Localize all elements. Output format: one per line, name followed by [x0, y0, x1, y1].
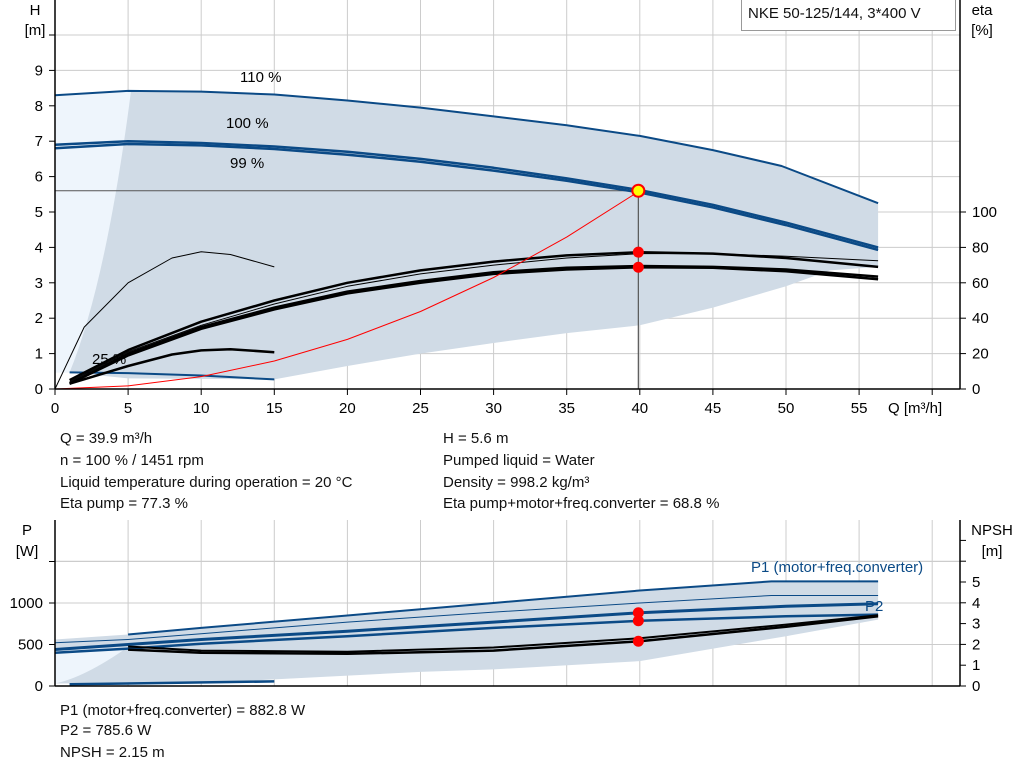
- q-axis-title: Q [m³/h]: [888, 400, 942, 417]
- h-tick-label: 4: [35, 239, 43, 256]
- q-tick-label: 0: [51, 400, 59, 417]
- h-axis-unit: [m]: [25, 22, 46, 39]
- eta-tick-label: 20: [972, 346, 989, 363]
- info-h: H = 5.6 m: [443, 430, 509, 447]
- h-tick-label: 1: [35, 346, 43, 363]
- bottom-series-npsh-5: [128, 614, 879, 653]
- top-series-H-1: [54, 139, 879, 249]
- p-tick-label: 1000: [10, 595, 43, 612]
- label-p2: P2: [865, 598, 883, 615]
- top-series-eta-8: [54, 251, 275, 390]
- npsh-tick-label: 0: [972, 678, 980, 695]
- eta-tick-label: 60: [972, 275, 989, 292]
- p-tick-label: 500: [18, 637, 43, 654]
- q-tick-label: 55: [851, 400, 868, 417]
- q-tick-label: 5: [124, 400, 132, 417]
- label-110: 110 %: [240, 69, 281, 86]
- info-q: Q = 39.9 m³/h: [60, 430, 153, 447]
- operating-range-light: [55, 90, 132, 373]
- p-tick-label: 0: [35, 678, 43, 695]
- npsh-tick-label: 2: [972, 636, 980, 653]
- npsh-tick-label: 1: [972, 657, 980, 674]
- h-tick-label: 9: [35, 62, 43, 79]
- info-speed: n = 100 % / 1451 rpm: [60, 452, 204, 469]
- top-series-H-3: [69, 371, 275, 381]
- h-tick-label: 7: [35, 133, 43, 150]
- bottom-series-npsh-4: [128, 615, 879, 656]
- eta-tick-label: 0: [972, 381, 980, 398]
- q-tick-label: 25: [412, 400, 429, 417]
- power-operating-range: [55, 581, 879, 684]
- bottom-series-P-2: [54, 602, 879, 651]
- p-axis-title: P: [22, 522, 32, 539]
- label-p1: P1 (motor+freq.converter): [751, 559, 923, 576]
- info-liquid: Pumped liquid = Water: [443, 452, 595, 469]
- top-series-H-2: [54, 142, 879, 252]
- power-range-light: [55, 646, 129, 684]
- h-tick-label: 8: [35, 98, 43, 115]
- npsh-tick-label: 5: [972, 574, 980, 591]
- info-eta-pump: Eta pump = 77.3 %: [60, 495, 188, 512]
- top-series-eta-7: [69, 264, 879, 385]
- npsh-tick-label: 4: [972, 595, 980, 612]
- top-series-eta-9: [69, 347, 275, 385]
- info-p2: P2 = 785.6 W: [60, 722, 152, 739]
- top-marker-0: [631, 183, 646, 198]
- q-tick-label: 40: [631, 400, 648, 417]
- npsh-axis-unit: [m]: [982, 543, 1003, 560]
- top-marker-2: [632, 261, 644, 273]
- pump-title-box: NKE 50-125/144, 3*400 V: [741, 0, 956, 31]
- eta-tick-label: 40: [972, 310, 989, 327]
- h-tick-label: 6: [35, 169, 43, 186]
- eta-axis-title: eta: [972, 2, 994, 19]
- q-tick-label: 35: [558, 400, 575, 417]
- operating-range: [55, 90, 879, 380]
- info-temperature: Liquid temperature during operation = 20…: [60, 474, 353, 491]
- top-marker-1: [632, 246, 644, 258]
- bottom-series-P-1: [54, 595, 879, 644]
- h-tick-label: 0: [35, 381, 43, 398]
- info-density: Density = 998.2 kg/m³: [443, 474, 590, 491]
- label-100: 100 %: [226, 115, 269, 132]
- bottom-marker-0: [632, 607, 644, 619]
- bottom-marker-1: [632, 615, 644, 627]
- info-p1: P1 (motor+freq.converter) = 882.8 W: [60, 702, 306, 719]
- bottom-series-P-6: [69, 680, 275, 686]
- top-series-eta-5: [69, 253, 879, 383]
- p-axis-unit: [W]: [16, 543, 39, 560]
- info-npsh: NPSH = 2.15 m: [60, 744, 165, 761]
- q-tick-label: 15: [266, 400, 283, 417]
- eta-axis-unit: [%]: [971, 22, 993, 39]
- label-25: 25 %: [92, 351, 126, 368]
- npsh-tick-label: 3: [972, 616, 980, 633]
- info-eta-total: Eta pump+motor+freq.converter = 68.8 %: [443, 495, 720, 512]
- q-tick-label: 45: [705, 400, 722, 417]
- h-axis-title: H: [30, 2, 41, 19]
- top-series-system-10: [54, 190, 641, 390]
- h-tick-label: 5: [35, 204, 43, 221]
- top-series-H-0: [54, 89, 879, 205]
- eta-tick-label: 100: [972, 204, 997, 221]
- bottom-series-P-0: [128, 580, 879, 636]
- bottom-marker-2: [632, 635, 644, 647]
- q-tick-label: 10: [193, 400, 210, 417]
- q-tick-label: 30: [485, 400, 502, 417]
- q-tick-label: 20: [339, 400, 356, 417]
- label-99: 99 %: [230, 155, 264, 172]
- eta-tick-label: 80: [972, 239, 989, 256]
- npsh-axis-title: NPSH: [971, 522, 1013, 539]
- q-tick-label: 50: [778, 400, 795, 417]
- h-tick-label: 3: [35, 275, 43, 292]
- h-tick-label: 2: [35, 310, 43, 327]
